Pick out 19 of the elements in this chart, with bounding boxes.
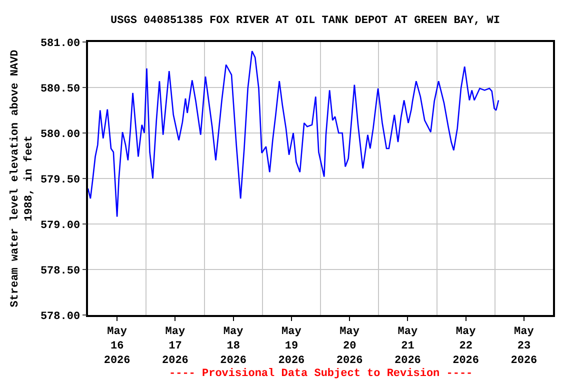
y-axis-title: Stream water level elevation above NAVD 1988, in feet — [9, 49, 36, 308]
text: ---- Provisional Data Subject to Revision ---- — [169, 368, 473, 380]
x-tick-label: May 17 2026 — [162, 326, 188, 367]
x-tick-label: May 18 2026 — [220, 326, 247, 367]
x-tick-label: May 19 2026 — [278, 326, 305, 367]
y-tick-label: 581.00 — [40, 38, 80, 50]
x-tick-label: May 20 2026 — [336, 326, 363, 367]
y-tick-label: 578.50 — [40, 265, 80, 278]
x-tick-label: May 23 2026 — [510, 326, 538, 367]
y-tick-label: 578.00 — [40, 310, 80, 323]
y-tick-label: 579.50 — [40, 174, 80, 186]
chart-title: USGS 040851385 FOX RIVER AT OIL TANK DEPOT AT GREEN BAY, WI — [110, 15, 500, 28]
x-tick-label: May 22 2026 — [452, 326, 480, 367]
y-tick-label: 580.50 — [40, 83, 80, 96]
y-tick-label: 579.00 — [40, 220, 80, 232]
x-tick-label: May 16 2026 — [104, 326, 130, 367]
line-series — [88, 50, 500, 218]
x-tick-label: May 21 2026 — [394, 326, 421, 367]
y-tick-label: 580.00 — [40, 128, 80, 141]
